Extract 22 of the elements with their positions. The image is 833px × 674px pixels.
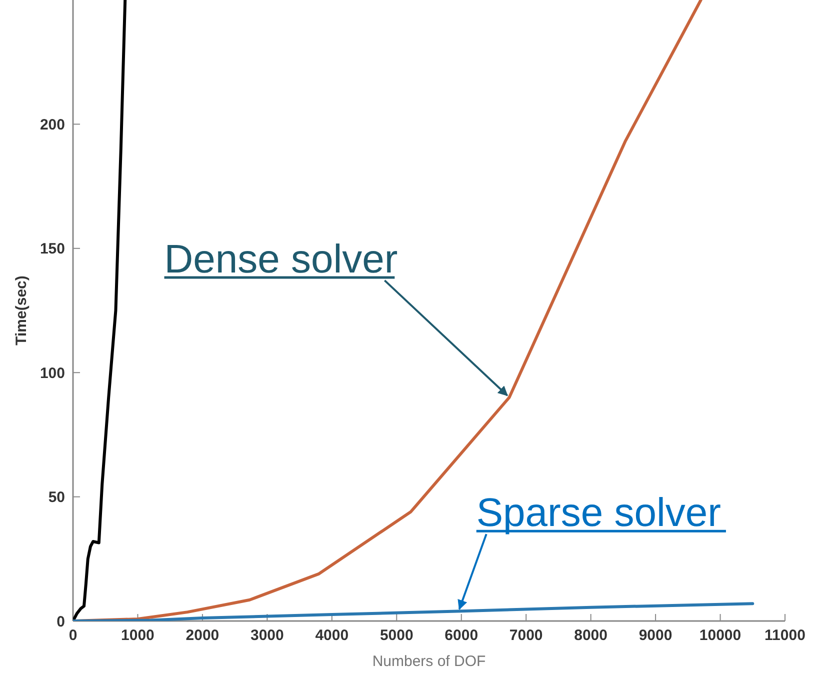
x-tick-label: 6000 bbox=[444, 627, 478, 644]
x-tick-label: 1000 bbox=[121, 627, 154, 644]
x-tick-label: 2000 bbox=[186, 627, 220, 644]
annotation: Dense solver bbox=[164, 237, 398, 282]
y-tick-label: 200 bbox=[40, 116, 65, 134]
x-tick-label: 3000 bbox=[250, 627, 284, 644]
x-tick-label: 4000 bbox=[315, 627, 349, 644]
y-tick-label: 50 bbox=[48, 489, 65, 506]
y-axis-title: Time(sec) bbox=[13, 276, 30, 346]
y-tick-label: 0 bbox=[56, 613, 65, 630]
x-axis-title: Numbers of DOF bbox=[372, 653, 486, 670]
y-tick-label: 150 bbox=[40, 240, 65, 258]
line-series bbox=[73, 602, 754, 621]
x-tick-label: 11000 bbox=[764, 627, 806, 644]
x-tick-label: 7000 bbox=[509, 627, 543, 644]
x-tick-label: 0 bbox=[68, 627, 78, 644]
y-tick-label: 100 bbox=[40, 364, 65, 382]
x-tick-label: 5000 bbox=[380, 627, 414, 644]
annotation: Sparse solver bbox=[476, 491, 721, 536]
x-tick-label: 10000 bbox=[699, 627, 742, 644]
x-tick-label: 8000 bbox=[574, 627, 608, 644]
x-tick-label: 9000 bbox=[638, 627, 672, 644]
